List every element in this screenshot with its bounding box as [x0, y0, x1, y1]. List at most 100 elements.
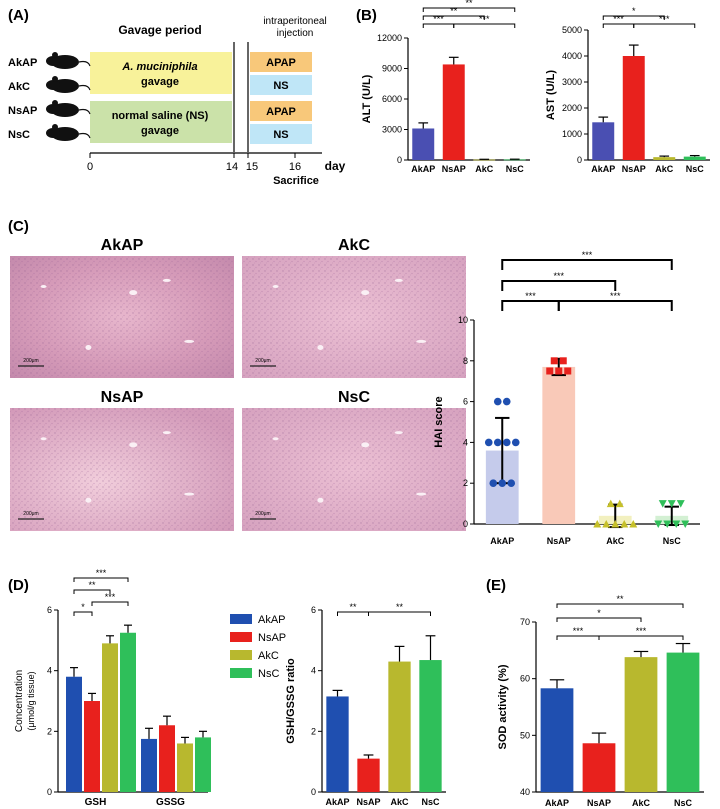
sig-bracket-1 — [598, 635, 684, 640]
panel-a: (A) Gavage period intraperitoneal inject… — [8, 7, 346, 187]
y-tick-label-5: 5000 — [562, 25, 582, 35]
sig-bracket-1 — [368, 611, 431, 616]
alt-chart: 0 3000 6000 9000 12000 ALT (U/L) AkAP NsAP AkC Ns… — [361, 0, 530, 174]
y-tick-label-3: 6 — [463, 397, 468, 407]
sig-bracket-1 — [633, 23, 696, 28]
saline-gavage-line1: normal saline (NS) — [112, 110, 209, 122]
sacrifice-label: Sacrifice — [273, 175, 319, 187]
point-NsC-5 — [672, 520, 681, 528]
sig-bracket-2 — [556, 617, 642, 622]
y-tick-label-1: 2 — [47, 726, 52, 736]
mouse-ear-3 — [52, 124, 58, 130]
injection-label-3: NS — [273, 129, 288, 141]
bar-AkC — [473, 159, 496, 161]
histology-texture-2 — [10, 408, 234, 531]
mouse-tail-0 — [78, 60, 91, 67]
hai-score-chart: 0 2 4 6 8 10 HAI score AkAP NsAP AkC NsC *** *** *** *… — [433, 250, 700, 546]
mouse-head-1 — [46, 80, 60, 90]
bar-AkAP — [540, 688, 574, 792]
sig-bracket-3 — [501, 259, 673, 270]
histology-vessel-0-0 — [40, 285, 47, 288]
mouse-icon-1 — [46, 76, 91, 93]
panel-label-e: (E) — [486, 577, 506, 594]
scale-bar-label-1: 200μm — [255, 358, 270, 364]
sig-label-2: ** — [88, 580, 96, 590]
sig-label-0: *** — [573, 626, 584, 636]
x-tick-label-NsAP: NsAP — [442, 164, 466, 174]
gsh-gssg-ratio-chart: 0 2 4 6 GSH/GSSG ratio AkAP NsAP AkC NsC ** ** — [285, 602, 446, 807]
timeline-day-label: day — [325, 159, 346, 173]
sig-label-2: * — [597, 608, 601, 618]
mouse-icon-2 — [46, 100, 91, 117]
panel-d: (D) 0 2 4 6 Concentration (μmol/g tissue) GSH G… — [8, 568, 446, 808]
y-axis-label: GSH/GSSG ratio — [285, 658, 297, 744]
y-axis-label: HAI score — [433, 396, 445, 447]
mouse-ear-2 — [52, 100, 58, 106]
injection-box-3 — [250, 124, 312, 144]
y-tick-label-5: 10 — [458, 315, 468, 325]
y-tick-label-0: 0 — [577, 155, 582, 165]
y-tick-label-0: 0 — [311, 787, 316, 797]
x-tick-label-NsC: NsC — [663, 536, 682, 546]
akkermansia-gavage-line2: gavage — [141, 76, 179, 88]
sig-bracket-0 — [73, 611, 93, 616]
sig-bracket-1 — [91, 601, 129, 606]
mouse-tail-3 — [78, 132, 91, 139]
sig-label-1: ** — [396, 602, 404, 612]
mouse-tail-1 — [78, 84, 91, 91]
bar-NsAP — [622, 56, 645, 160]
bar-NsAP-GSH — [84, 701, 100, 792]
bar-AkC — [388, 661, 411, 792]
legend-label-AkC: AkC — [258, 650, 279, 662]
point-AkAP-3 — [493, 438, 502, 447]
point-NsAP-0 — [550, 357, 558, 365]
x-tick-label-AkAP: AkAP — [490, 536, 514, 546]
sig-bracket-3 — [422, 7, 516, 12]
mouse-head-3 — [46, 128, 60, 138]
mouse-head-0 — [46, 56, 60, 66]
x-tick-label-AkC: AkC — [390, 797, 409, 807]
point-AkAP-0 — [493, 397, 502, 406]
y-tick-label-3: 70 — [520, 617, 530, 627]
y-tick-label-4: 4000 — [562, 51, 582, 61]
y-tick-label-3: 9000 — [382, 64, 402, 74]
point-NsAP-1 — [559, 357, 567, 365]
sig-bracket-2 — [602, 15, 665, 20]
bar-NsC — [419, 660, 442, 792]
injection-box-0 — [250, 52, 312, 72]
x-tick-label-AkC: AkC — [475, 164, 494, 174]
sig-bracket-0 — [337, 611, 369, 616]
histology-vessel-2-2 — [184, 492, 195, 496]
scale-bar-label-0: 200μm — [23, 358, 38, 364]
histology-images: AkAP 200μm AkC 200μm NsAP 200μm NsC 200μm — [10, 237, 466, 531]
panel-c: (C) AkAP 200μm AkC 200μm NsAP 200μm NsC 200μm 0… — [8, 218, 700, 546]
bar-NsC — [503, 159, 526, 161]
sig-bracket-0 — [556, 635, 600, 640]
sig-label-2: ** — [450, 6, 458, 16]
histology-texture-0 — [10, 256, 234, 378]
histology-vessel-1-1 — [361, 290, 370, 296]
x-tick-label-NsAP: NsAP — [587, 798, 611, 808]
point-AkC-5 — [620, 520, 629, 528]
injection-label-0: APAP — [266, 57, 296, 69]
histology-vessel-2-4 — [162, 431, 171, 435]
timeline-label-0: 0 — [87, 161, 93, 173]
sig-label-1: *** — [105, 592, 116, 602]
mouse-ear-0 — [52, 52, 58, 58]
point-NsC-0 — [658, 500, 667, 508]
bar-NsC-GSH — [120, 632, 136, 792]
x-tick-label-GSH: GSH — [85, 797, 107, 808]
x-tick-label-AkC: AkC — [606, 536, 625, 546]
histology-vessel-3-2 — [416, 492, 427, 496]
panel-e: (E) 40 50 60 70 SOD activity (%) AkAP NsAP AkC N… — [486, 577, 704, 808]
ip-label-line1: intraperitoneal — [263, 16, 326, 27]
histology-vessel-0-4 — [162, 278, 171, 282]
sig-label-0: ** — [349, 602, 357, 612]
y-tick-label-1: 2 — [463, 478, 468, 488]
timeline-label-16: 16 — [289, 161, 301, 173]
point-AkAP-2 — [484, 438, 493, 447]
ip-label-line2: injection — [277, 28, 314, 39]
y-tick-label-0: 0 — [47, 787, 52, 797]
bar-AkAP-GSH — [66, 676, 82, 792]
